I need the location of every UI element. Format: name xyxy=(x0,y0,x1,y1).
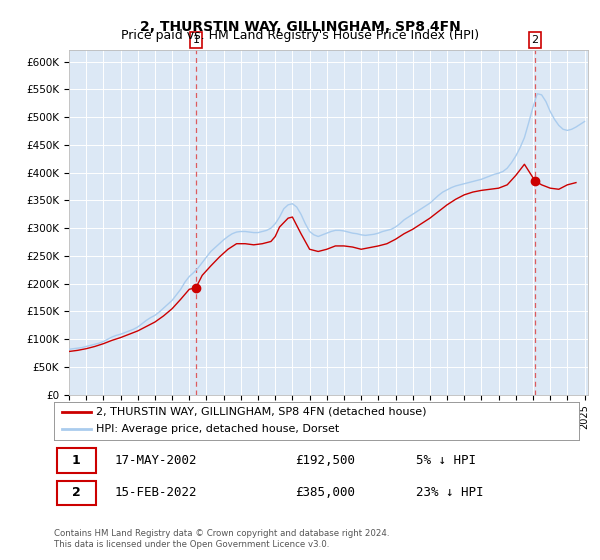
Text: 2: 2 xyxy=(71,486,80,500)
Text: 23% ↓ HPI: 23% ↓ HPI xyxy=(416,486,484,500)
Text: Contains HM Land Registry data © Crown copyright and database right 2024.
This d: Contains HM Land Registry data © Crown c… xyxy=(54,529,389,549)
Text: 17-MAY-2002: 17-MAY-2002 xyxy=(115,454,197,467)
Text: 2, THURSTIN WAY, GILLINGHAM, SP8 4FN (detached house): 2, THURSTIN WAY, GILLINGHAM, SP8 4FN (de… xyxy=(96,407,427,417)
Text: Price paid vs. HM Land Registry's House Price Index (HPI): Price paid vs. HM Land Registry's House … xyxy=(121,29,479,42)
Text: 1: 1 xyxy=(193,35,199,45)
FancyBboxPatch shape xyxy=(56,480,96,505)
Text: 2: 2 xyxy=(532,35,539,45)
Text: 5% ↓ HPI: 5% ↓ HPI xyxy=(416,454,476,467)
Text: 15-FEB-2022: 15-FEB-2022 xyxy=(115,486,197,500)
Text: 1: 1 xyxy=(71,454,80,467)
FancyBboxPatch shape xyxy=(56,449,96,473)
Text: 2, THURSTIN WAY, GILLINGHAM, SP8 4FN: 2, THURSTIN WAY, GILLINGHAM, SP8 4FN xyxy=(140,20,460,34)
Text: £385,000: £385,000 xyxy=(296,486,355,500)
Text: £192,500: £192,500 xyxy=(296,454,355,467)
Text: HPI: Average price, detached house, Dorset: HPI: Average price, detached house, Dors… xyxy=(96,424,339,435)
